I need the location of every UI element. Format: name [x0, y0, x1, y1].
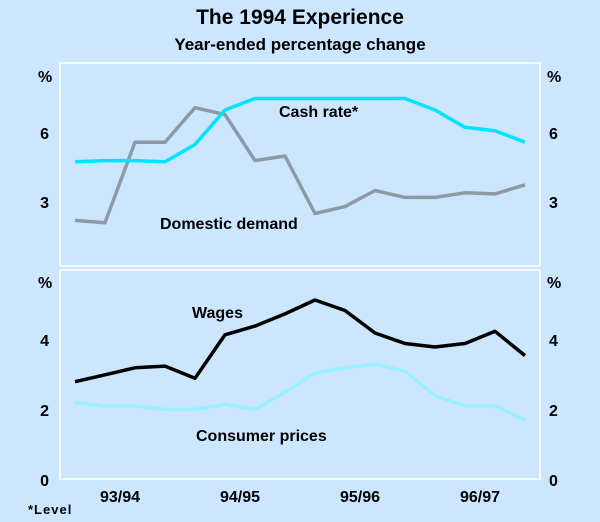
bottom-left-ytick-2: 2 — [40, 403, 49, 420]
bottom-panel-frame — [59, 269, 541, 480]
domestic-demand-line — [74, 105, 526, 225]
consumer-prices-line — [74, 362, 526, 422]
top-left-ytick-6: 6 — [40, 126, 49, 143]
top-left-ytick-3: 3 — [40, 195, 49, 212]
xtick-95-96: 95/96 — [340, 489, 380, 506]
domestic-demand-label: Domestic demand — [160, 216, 298, 233]
top-right-ytick-3: 3 — [549, 195, 558, 212]
cash-rate-line — [74, 96, 526, 164]
bottom-left-ytick-0: 0 — [40, 473, 49, 490]
xtick-93-94: 93/94 — [100, 489, 140, 506]
top-right-unit-label: % — [547, 69, 561, 86]
top-panel-frame — [59, 62, 541, 267]
bottom-right-ytick-0: 0 — [549, 473, 558, 490]
xtick-94-95: 94/95 — [220, 489, 260, 506]
footnote: *Level — [28, 502, 73, 517]
top-right-ytick-6: 6 — [549, 126, 558, 143]
bottom-right-ytick-4: 4 — [549, 333, 558, 350]
bottom-right-unit-label: % — [547, 275, 561, 292]
consumer-prices-label: Consumer prices — [196, 428, 327, 445]
bottom-right-ytick-2: 2 — [549, 403, 558, 420]
top-left-unit-label: % — [38, 69, 52, 86]
bottom-left-unit-label: % — [38, 275, 52, 292]
chart-title: The 1994 Experience — [196, 6, 404, 29]
xtick-96-97: 96/97 — [460, 489, 500, 506]
chart-subtitle: Year-ended percentage change — [174, 35, 426, 54]
wages-line — [74, 298, 527, 384]
cash-rate-label: Cash rate* — [279, 104, 359, 121]
wages-label: Wages — [192, 305, 243, 322]
bottom-left-ytick-4: 4 — [40, 333, 49, 350]
